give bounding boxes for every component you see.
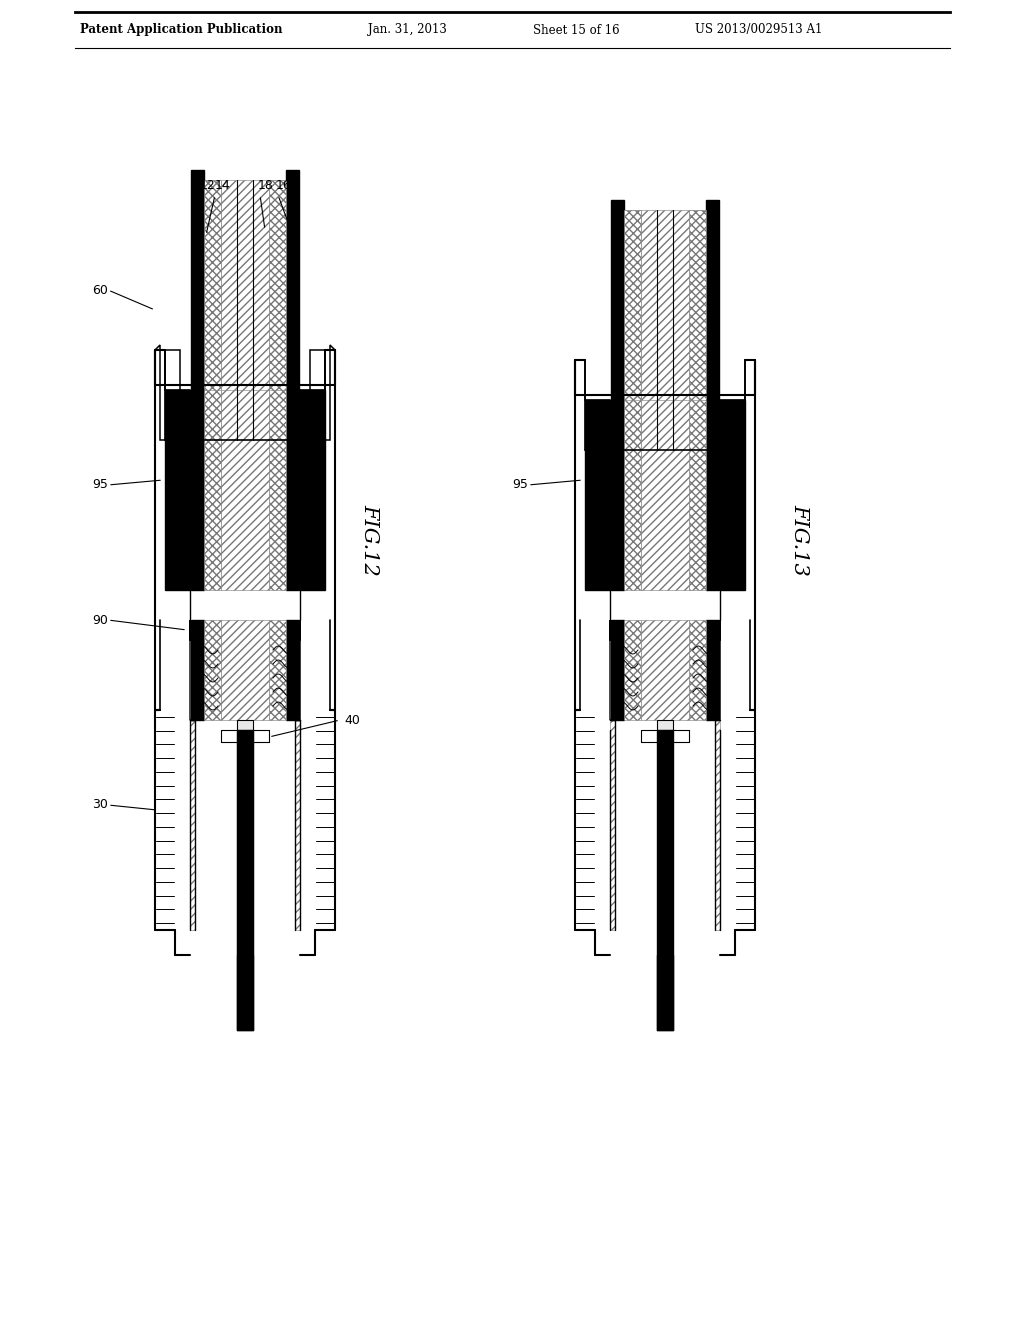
- Polygon shape: [641, 620, 689, 719]
- Polygon shape: [611, 620, 624, 719]
- Polygon shape: [611, 400, 624, 590]
- Polygon shape: [610, 620, 637, 719]
- Polygon shape: [237, 730, 253, 1030]
- Polygon shape: [585, 400, 610, 590]
- Text: Jan. 31, 2013: Jan. 31, 2013: [368, 24, 446, 37]
- Polygon shape: [610, 719, 615, 931]
- Polygon shape: [286, 170, 299, 450]
- Polygon shape: [190, 620, 217, 719]
- Text: 90: 90: [92, 614, 108, 627]
- Text: 40: 40: [344, 714, 359, 726]
- Polygon shape: [624, 210, 641, 450]
- Polygon shape: [295, 719, 300, 931]
- Polygon shape: [190, 719, 195, 931]
- Polygon shape: [310, 345, 335, 440]
- Polygon shape: [155, 345, 180, 440]
- Polygon shape: [624, 400, 641, 590]
- Polygon shape: [286, 389, 299, 590]
- Text: 18: 18: [258, 180, 273, 191]
- Polygon shape: [286, 620, 299, 719]
- Polygon shape: [610, 620, 720, 719]
- Text: 14: 14: [215, 180, 230, 191]
- Polygon shape: [204, 389, 221, 590]
- Polygon shape: [611, 201, 624, 450]
- Polygon shape: [657, 730, 673, 1030]
- Text: 30: 30: [92, 799, 108, 812]
- Polygon shape: [204, 620, 221, 719]
- Polygon shape: [720, 400, 745, 590]
- Text: Patent Application Publication: Patent Application Publication: [80, 24, 283, 37]
- Polygon shape: [706, 400, 719, 590]
- Polygon shape: [300, 389, 325, 590]
- Polygon shape: [165, 389, 190, 590]
- Text: Sheet 15 of 16: Sheet 15 of 16: [534, 24, 620, 37]
- Polygon shape: [204, 180, 221, 440]
- Polygon shape: [269, 389, 286, 590]
- Polygon shape: [269, 620, 286, 719]
- Polygon shape: [221, 180, 269, 440]
- Polygon shape: [237, 719, 253, 730]
- Polygon shape: [191, 620, 204, 719]
- Polygon shape: [693, 620, 720, 719]
- Polygon shape: [641, 210, 689, 450]
- Text: 95: 95: [92, 479, 108, 491]
- Polygon shape: [221, 389, 269, 590]
- Polygon shape: [191, 389, 204, 590]
- Polygon shape: [641, 400, 689, 590]
- Polygon shape: [190, 620, 300, 719]
- Text: US 2013/0029513 A1: US 2013/0029513 A1: [695, 24, 822, 37]
- Text: FIG.13: FIG.13: [791, 504, 810, 576]
- Polygon shape: [706, 620, 719, 719]
- Polygon shape: [706, 201, 719, 450]
- Text: 16: 16: [276, 180, 292, 191]
- Polygon shape: [657, 719, 673, 730]
- Text: 12: 12: [200, 180, 216, 191]
- Polygon shape: [715, 719, 720, 931]
- Polygon shape: [221, 620, 269, 719]
- Polygon shape: [689, 400, 706, 590]
- Polygon shape: [273, 620, 300, 719]
- Text: 95: 95: [512, 479, 528, 491]
- Polygon shape: [269, 180, 286, 440]
- Polygon shape: [191, 170, 204, 450]
- Polygon shape: [689, 620, 706, 719]
- Polygon shape: [689, 210, 706, 450]
- Text: 60: 60: [92, 284, 108, 297]
- Text: FIG.12: FIG.12: [360, 504, 380, 576]
- Polygon shape: [624, 620, 641, 719]
